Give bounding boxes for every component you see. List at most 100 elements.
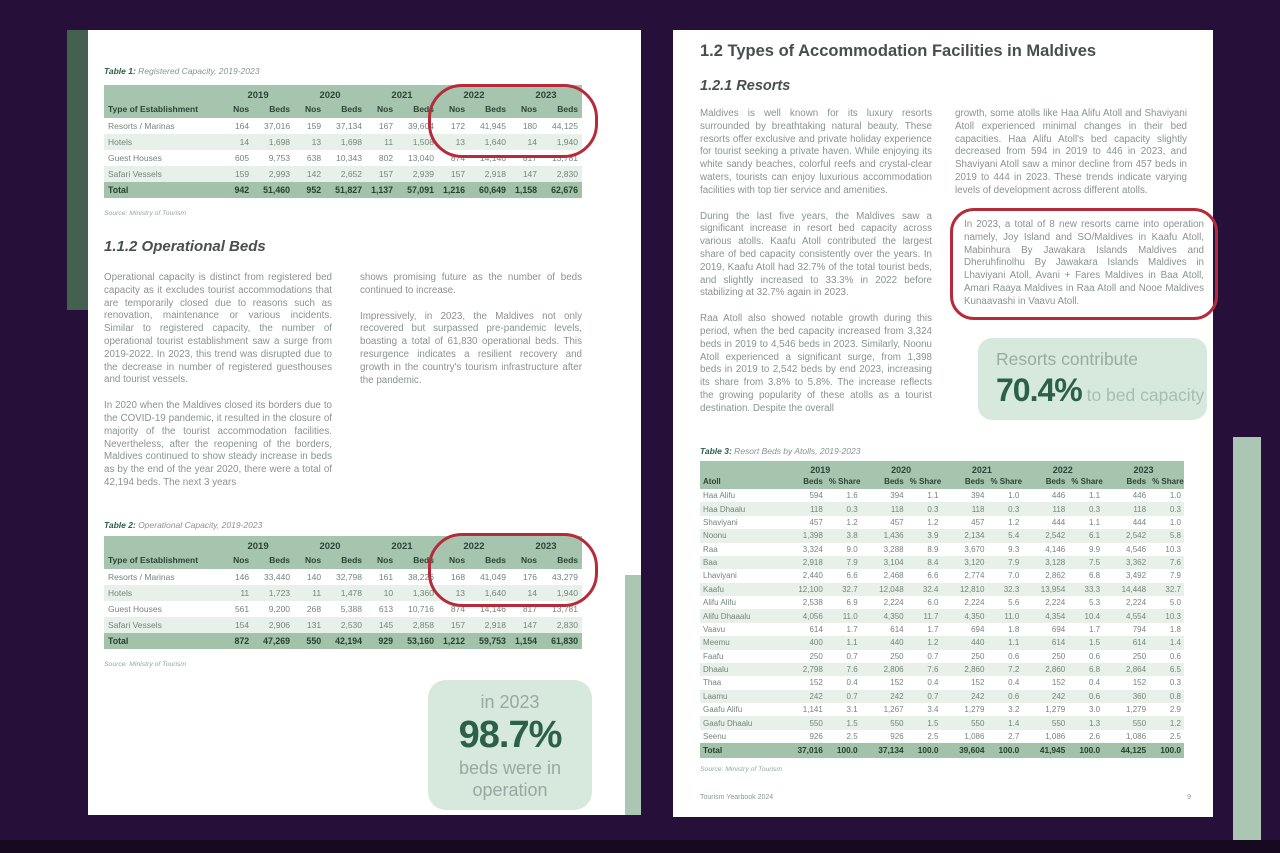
column-header: Beds <box>253 102 295 118</box>
table3-title-label: Table 3: <box>700 446 732 456</box>
column-header: Beds <box>860 476 907 489</box>
column-header: Nos <box>294 553 326 569</box>
table1-title-label: Table 1: <box>104 66 136 76</box>
column-header: Beds <box>325 102 367 118</box>
table2-title: Table 2: Operational Capacity, 2019-2023 <box>104 520 262 530</box>
table-row: Shaviyani 457 1.2 457 1.2 457 1.2 444 1.1 444 1.0 <box>703 517 1181 527</box>
table1-source: Source: Ministry of Tourism <box>104 210 187 217</box>
table-row: Thaa 152 0.4 152 0.4 152 0.4 152 0.4 152 0.3 <box>703 678 1181 688</box>
year-header: 2023 <box>1103 461 1184 476</box>
paragraph: Raa Atoll also showed notable growth dur… <box>700 313 932 414</box>
callout-line1: Resorts contribute <box>996 349 1139 369</box>
page-left: Table 1: Registered Capacity, 2019-2023 … <box>88 30 641 815</box>
section-heading-operational-beds: 1.1.2 Operational Beds <box>104 238 266 255</box>
table-row: Gaafu Alifu 1,141 3.1 1,267 3.4 1,279 3.2 1,279… <box>703 705 1181 715</box>
year-header: 2021 <box>941 461 1023 476</box>
paragraph: During the last five years, the Maldives… <box>700 210 932 299</box>
table2-title-caption: Operational Capacity, 2019-2023 <box>135 520 263 530</box>
table-row: Hotels 11 1,723 11 1,478 10 1,360 13 1,640 14 1,94… <box>104 585 582 601</box>
table-operational-capacity: 2019 2020 2021 2022 2023 Type of Establishmen… <box>104 536 582 649</box>
table-row: Laamu 242 0.7 242 0.7 242 0.6 242 0.6 360 0.8 <box>700 689 1184 703</box>
paragraph: Maldives is well known for its luxury re… <box>700 108 932 196</box>
table3-source: Source: Ministry of Tourism <box>700 766 783 773</box>
column-header: % Share <box>906 476 942 489</box>
table-row: Raa 3,324 9.0 3,288 8.9 3,670 9.3 4,146 9.9 4,546… <box>703 544 1181 554</box>
paragraph: In 2020 when the Maldives closed its bor… <box>104 400 332 488</box>
table-row: Gaafu Dhaalu 550 1.5 550 1.5 550 1.4 550 1.3 550 1… <box>700 716 1184 730</box>
highlight-oval-table2 <box>428 533 598 607</box>
table-row: Dhaalu 2,798 7.6 2,806 7.6 2,860 7.2 2,860 6.8 2,… <box>700 662 1184 677</box>
table-row: Hotels 14 1,698 13 1,698 11 1,508 13 1,640 14 1,94… <box>104 134 582 150</box>
table-total-row: Total 872 47,269 550 42,194 929 53,160 1,212 59,… <box>104 633 582 649</box>
page-right: 1.2 Types of Accommodation Facilities in… <box>673 30 1218 817</box>
table-row: Faafu 250 0.7 250 0.7 250 0.6 250 0.6 250 0.6 <box>703 651 1181 661</box>
row-header: Type of Establishment <box>104 102 223 118</box>
paragraph: shows promising future as the number of … <box>360 272 582 296</box>
table-registered-capacity: 2019 2020 2021 2022 2023 Type of Establishmen… <box>104 85 582 198</box>
table-row: Safari Vessels 159 2,993 142 2,652 157 2,939 15… <box>104 166 582 182</box>
year-header: 2021 <box>366 85 438 102</box>
table-total-row: Total 942 51,460 952 51,827 1,137 57,091 1,216 6… <box>104 182 582 198</box>
paragraph: Operational capacity is distinct from re… <box>104 272 332 386</box>
table-resort-beds-by-atolls: 2019 2020 2021 2022 2023 Atoll Beds% Share Beds… <box>700 461 1184 758</box>
column-header: Nos <box>509 102 542 118</box>
column-header: Beds <box>397 102 438 118</box>
column-header: Beds <box>397 553 438 569</box>
callout-value: 98.7% <box>458 714 563 756</box>
year-header: 2020 <box>294 85 367 102</box>
callout-resorts-contribution: Resorts contribute 70.4% to bed capacity <box>978 338 1207 420</box>
column-header: Nos <box>366 102 398 118</box>
table-row: Baa 2,918 7.9 3,104 8.4 3,120 7.9 3,128 7.5 3,362… <box>700 555 1184 570</box>
table-row: Haa Alifu 594 1.6 394 1.1 394 1.0 446 1.1 446 1.0 <box>703 491 1181 501</box>
body-column-2: shows promising future as the number of … <box>360 272 582 400</box>
footer-page-number: 9 <box>1187 794 1191 801</box>
table-row: Alifu Dhaaalu 4,056 11.0 4,350 11.7 4,350 11.0… <box>700 609 1184 623</box>
column-header: % Share <box>1149 476 1184 489</box>
table1-title: Table 1: Registered Capacity, 2019-2023 <box>104 66 259 76</box>
callout-operational-share: in 2023 98.7% beds were in operation <box>428 680 592 810</box>
year-header: 2022 <box>1022 461 1104 476</box>
year-header: 2020 <box>294 536 367 553</box>
column-header: Nos <box>294 102 326 118</box>
section-heading-accommodation-types: 1.2 Types of Accommodation Facilities in… <box>700 42 1097 60</box>
column-header: Beds <box>779 476 826 489</box>
column-header: % Share <box>1068 476 1104 489</box>
column-header: Beds <box>469 553 510 569</box>
row-header: Atoll <box>700 476 780 489</box>
row-header: Type of Establishment <box>104 553 223 569</box>
year-header: 2021 <box>366 536 438 553</box>
column-header: Nos <box>366 553 398 569</box>
callout-suffix: to bed capacity <box>1081 385 1205 405</box>
circled-paragraph: In 2023, a total of 8 new resorts came i… <box>964 219 1204 307</box>
callout-line2: beds were in operation <box>458 758 562 800</box>
callout-value-row: 70.4% to bed capacity <box>996 372 1207 409</box>
highlight-box-new-resorts: In 2023, a total of 8 new resorts came i… <box>950 208 1218 320</box>
table-total-row: Total 37,016 100.0 37,134 100.0 39,604 100.0 41… <box>700 743 1184 758</box>
table-row: Vaavu 614 1.7 614 1.7 694 1.8 694 1.7 794 1.8 <box>703 624 1181 634</box>
column-header: Beds <box>469 102 510 118</box>
column-header: Nos <box>509 553 542 569</box>
footer-document-title: Tourism Yearbook 2024 <box>700 794 774 801</box>
viewer-bottom-band <box>0 840 1280 853</box>
page-edge-strip-sage <box>625 575 641 815</box>
column-header: Beds <box>1022 476 1069 489</box>
year-header: 2023 <box>509 85 582 102</box>
column-header: Nos <box>222 553 254 569</box>
left-page-edge-tab <box>67 30 88 310</box>
year-header: 2019 <box>222 85 295 102</box>
paragraph: growth, some atolls like Haa Alifu Atoll… <box>955 108 1187 196</box>
column-header: % Share <box>825 476 861 489</box>
year-header: 2023 <box>509 536 582 553</box>
column-header: Beds <box>941 476 988 489</box>
column-header: % Share <box>987 476 1023 489</box>
subsection-heading-resorts: 1.2.1 Resorts <box>700 78 791 94</box>
table2-title-label: Table 2: <box>104 520 136 530</box>
column-header: Beds <box>253 553 295 569</box>
paragraph: Impressively, in 2023, the Maldives not … <box>360 310 582 386</box>
right-page-edge-tab <box>1233 437 1261 845</box>
body-column-1: Operational capacity is distinct from re… <box>104 272 332 503</box>
table-row: Alifu Alifu 2,538 6.9 2,224 6.0 2,224 5.6 2,224… <box>703 598 1181 608</box>
body-column-1: Maldives is well known for its luxury re… <box>700 108 932 429</box>
table-row: Meemu 400 1.1 440 1.2 440 1.1 614 1.5 614 1.4 <box>700 636 1184 650</box>
